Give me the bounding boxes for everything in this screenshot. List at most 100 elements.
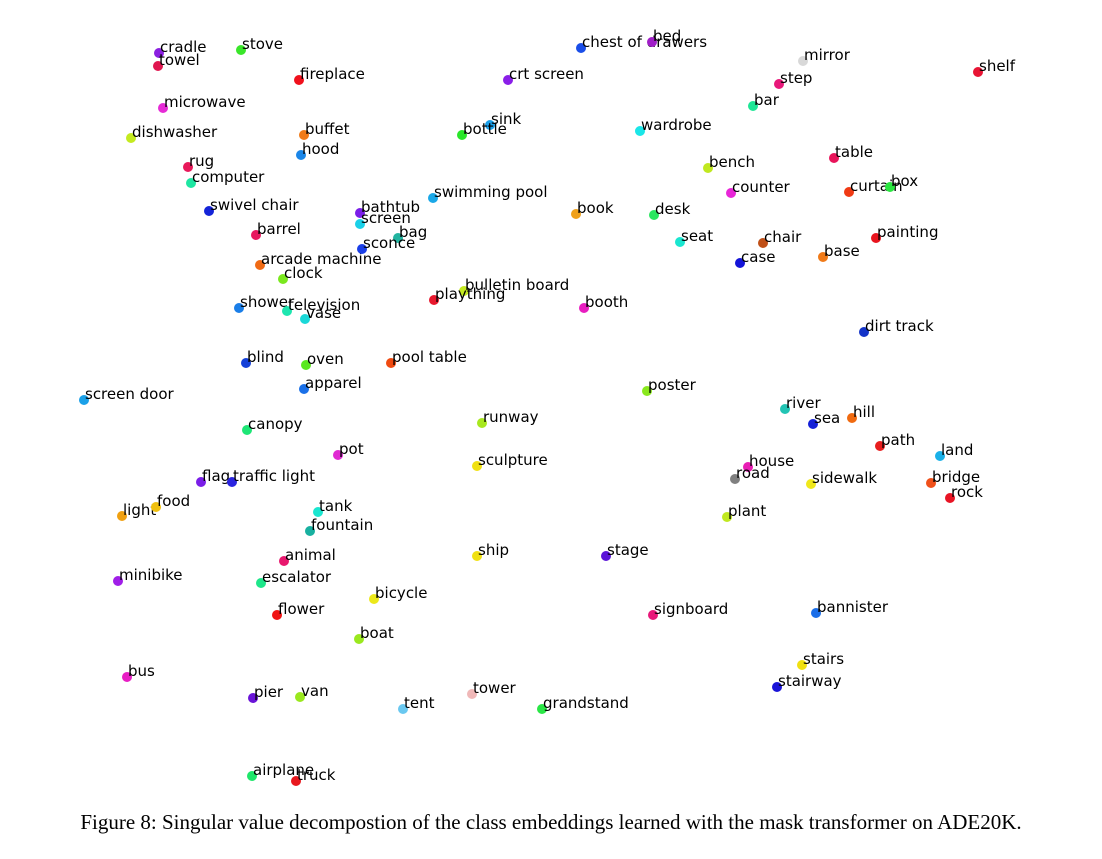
point-label-flag: flag: [202, 467, 230, 485]
point-airplane: airplane: [247, 761, 314, 781]
point-label-van: van: [301, 682, 329, 700]
point-marker-bed: [647, 37, 657, 47]
point-label-road: road: [736, 464, 770, 482]
point-marker-step: [774, 79, 784, 89]
point-marker-runway: [477, 418, 487, 428]
point-label-oven: oven: [307, 350, 344, 368]
point-label-food: food: [157, 492, 190, 510]
point-label-traffic-light: traffic light: [233, 467, 315, 485]
point-minibike: minibike: [113, 566, 183, 586]
point-marker-swivel-chair: [204, 206, 214, 216]
point-marker-oven: [301, 360, 311, 370]
point-label-box: box: [891, 172, 918, 190]
point-wardrobe: wardrobe: [635, 116, 712, 136]
point-grandstand: grandstand: [537, 694, 629, 714]
point-label-sculpture: sculpture: [478, 451, 548, 469]
point-stairway: stairway: [772, 672, 842, 692]
point-marker-base: [818, 252, 828, 262]
point-sea: sea: [808, 409, 840, 429]
point-label-stage: stage: [607, 541, 649, 559]
point-label-bar: bar: [754, 91, 780, 109]
point-label-screen-door: screen door: [85, 385, 175, 403]
point-computer: computer: [186, 168, 265, 188]
point-canopy: canopy: [242, 415, 303, 435]
point-marker-food: [151, 502, 161, 512]
point-marker-traffic-light: [227, 477, 237, 487]
point-label-vase: vase: [306, 304, 341, 322]
point-label-bannister: bannister: [817, 598, 889, 616]
point-label-counter: counter: [732, 178, 791, 196]
point-label-screen: screen: [361, 209, 411, 227]
point-label-shower: shower: [240, 293, 295, 311]
point-label-chest-of-drawers: chest of drawers: [582, 33, 707, 51]
point-bar: bar: [748, 91, 780, 111]
point-label-bottle: bottle: [463, 120, 507, 138]
point-label-swimming-pool: swimming pool: [434, 183, 547, 201]
point-bridge: bridge: [926, 468, 980, 488]
point-marker-signboard: [648, 610, 658, 620]
point-marker-bulletin-board: [459, 286, 469, 296]
point-stove: stove: [236, 35, 283, 55]
point-marker-hill: [847, 413, 857, 423]
point-marker-pot: [333, 450, 343, 460]
point-label-stove: stove: [242, 35, 283, 53]
point-marker-bag: [393, 233, 403, 243]
point-vase: vase: [300, 304, 341, 324]
point-label-grandstand: grandstand: [543, 694, 629, 712]
point-rug: rug: [183, 152, 214, 172]
point-dishwasher: dishwasher: [126, 123, 218, 143]
point-label-case: case: [741, 248, 775, 266]
point-tent: tent: [398, 694, 435, 714]
point-label-chair: chair: [764, 228, 802, 246]
point-marker-sconce: [357, 244, 367, 254]
point-marker-seat: [675, 237, 685, 247]
point-label-wardrobe: wardrobe: [641, 116, 712, 134]
point-marker-land: [935, 451, 945, 461]
point-marker-minibike: [113, 576, 123, 586]
point-bicycle: bicycle: [369, 584, 427, 604]
point-label-painting: painting: [877, 223, 938, 241]
point-runway: runway: [477, 408, 539, 428]
point-case: case: [735, 248, 775, 268]
point-marker-dirt-track: [859, 327, 869, 337]
point-chair: chair: [758, 228, 802, 248]
point-shower: shower: [234, 293, 295, 313]
point-label-towel: towel: [159, 51, 200, 69]
point-label-canopy: canopy: [248, 415, 303, 433]
point-desk: desk: [649, 200, 691, 220]
point-label-escalator: escalator: [262, 568, 332, 586]
point-marker-fountain: [305, 526, 315, 536]
point-sculpture: sculpture: [472, 451, 548, 471]
point-plant: plant: [722, 502, 766, 522]
point-label-bench: bench: [709, 153, 755, 171]
point-label-tower: tower: [473, 679, 517, 697]
point-marker-fireplace: [294, 75, 304, 85]
point-sidewalk: sidewalk: [806, 469, 877, 489]
point-marker-bus: [122, 672, 132, 682]
point-label-sink: sink: [491, 110, 521, 128]
point-boat: boat: [354, 624, 394, 644]
point-hood: hood: [296, 140, 339, 160]
point-marker-light: [117, 511, 127, 521]
point-label-stairway: stairway: [778, 672, 842, 690]
point-marker-canopy: [242, 425, 252, 435]
point-marker-boat: [354, 634, 364, 644]
point-marker-tower: [467, 689, 477, 699]
point-label-poster: poster: [648, 376, 697, 394]
point-label-clock: clock: [284, 264, 323, 282]
point-marker-road: [730, 474, 740, 484]
point-fountain: fountain: [305, 516, 373, 536]
point-bulletin-board: bulletin board: [459, 276, 569, 296]
point-label-house: house: [749, 452, 794, 470]
point-marker-hood: [296, 150, 306, 160]
point-marker-grandstand: [537, 704, 547, 714]
point-label-minibike: minibike: [119, 566, 183, 584]
point-counter: counter: [726, 178, 791, 198]
point-label-dishwasher: dishwasher: [132, 123, 218, 141]
point-label-signboard: signboard: [654, 600, 728, 618]
point-marker-sidewalk: [806, 479, 816, 489]
point-label-buffet: buffet: [305, 120, 350, 138]
point-blind: blind: [241, 348, 284, 368]
point-label-bus: bus: [128, 662, 155, 680]
point-label-light: light: [123, 501, 156, 519]
